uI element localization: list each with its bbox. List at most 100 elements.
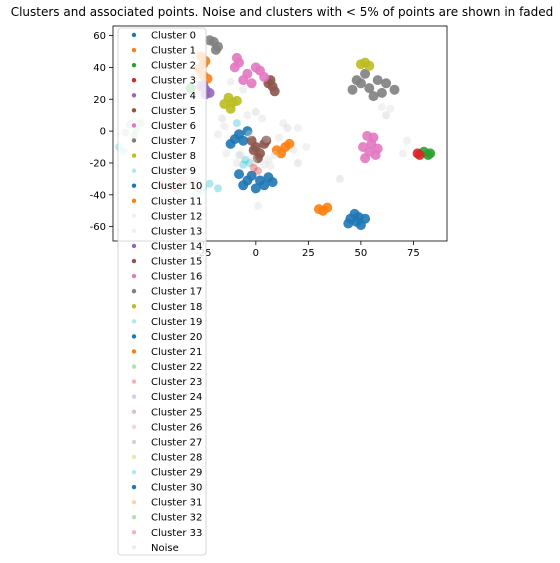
series-7-point-7 <box>347 84 358 95</box>
legend-box <box>117 27 207 556</box>
series-11-point-6 <box>313 204 324 215</box>
legend-marker-18 <box>131 304 137 309</box>
legend-label-26: Cluster 26 <box>151 422 202 433</box>
series-19-point-3 <box>214 184 222 193</box>
legend-marker-26 <box>131 424 137 430</box>
legend-marker-4 <box>131 93 137 98</box>
series-13-point-1 <box>249 159 258 167</box>
series-3-point-1 <box>414 150 425 160</box>
series-7-point-6 <box>372 75 383 86</box>
legend-label-11: Cluster 11 <box>151 196 202 207</box>
series-12-point-13 <box>220 122 229 131</box>
series-34-point-4 <box>218 114 227 123</box>
legend-label-24: Cluster 24 <box>151 392 202 403</box>
series-12-point-10 <box>386 104 395 113</box>
series-10-point-2 <box>225 138 236 149</box>
x-tick-label-2: 25 <box>302 248 315 259</box>
legend-label-2: Cluster 2 <box>151 61 196 72</box>
series-13-point-2 <box>266 162 275 171</box>
series-33-point-0 <box>249 163 258 172</box>
plot-border <box>112 25 448 242</box>
series-12-point-7 <box>279 119 288 128</box>
legend-label-21: Cluster 21 <box>151 347 202 358</box>
series-33-point-1 <box>253 166 262 175</box>
series-13-point-4 <box>222 149 231 158</box>
series-12-point-0 <box>226 77 235 86</box>
legend-marker-13 <box>131 228 137 234</box>
series-5-point-10 <box>252 153 263 164</box>
legend-label-5: Cluster 5 <box>151 106 196 117</box>
legend-label-33: Cluster 33 <box>151 528 202 539</box>
series-8-point-7 <box>355 59 366 70</box>
series-7-point-10 <box>360 68 371 79</box>
series-7-point-3 <box>210 44 221 55</box>
legend-marker-16 <box>131 273 137 279</box>
legend-marker-25 <box>131 409 137 414</box>
series-6-point-15 <box>362 130 373 141</box>
legend-marker-7 <box>131 138 137 143</box>
legend-marker-27 <box>131 439 137 445</box>
y-axis: -60 -40 -20 0 20 40 60 <box>90 31 113 233</box>
series-5-point-2 <box>269 86 280 97</box>
legend-label-30: Cluster 30 <box>151 483 202 494</box>
series-5-point-9 <box>261 135 272 146</box>
legend-marker-5 <box>131 108 137 113</box>
series-9-point-3 <box>239 160 248 169</box>
legend-marker-19 <box>131 319 137 324</box>
series-7-point-9 <box>389 84 400 95</box>
y-tick-label-4: 20 <box>93 95 106 106</box>
legend-marker-22 <box>131 364 137 369</box>
series-13-point-6 <box>214 130 222 139</box>
series-12-point-1 <box>239 85 248 94</box>
legend-label-6: Cluster 6 <box>151 121 196 132</box>
series-6-point-5 <box>238 75 249 86</box>
legend-label-23: Cluster 23 <box>151 377 202 388</box>
series-9-point-0 <box>232 119 241 128</box>
series-12-point-16 <box>274 133 283 142</box>
legend-marker-32 <box>131 515 137 520</box>
legend-marker-33 <box>131 530 137 535</box>
series-8-point-3 <box>231 95 242 106</box>
legend-marker-34 <box>131 545 137 550</box>
legend-marker-6 <box>131 123 137 128</box>
legend-marker-24 <box>131 394 137 399</box>
series-13-point-0 <box>247 154 256 163</box>
legend-marker-29 <box>131 469 137 475</box>
series-34-point-2 <box>283 123 292 132</box>
chart-title: Clusters and associated points. Noise an… <box>11 5 554 19</box>
series-12-point-11 <box>403 136 412 145</box>
series-5-point-5 <box>246 135 257 146</box>
series-7-point-12 <box>351 75 362 86</box>
series-6-point-16 <box>370 150 381 160</box>
legend-label-28: Cluster 28 <box>151 452 202 463</box>
series-12-point-14 <box>243 111 252 120</box>
series-13-point-7 <box>293 123 302 132</box>
y-tick-label-0: -60 <box>90 222 106 233</box>
legend-marker-11 <box>131 198 137 203</box>
series-34-point-5 <box>293 159 302 167</box>
legend-label-14: Cluster 14 <box>151 241 202 252</box>
series-10-point-11 <box>259 180 270 191</box>
y-tick-label-2: -20 <box>90 158 106 169</box>
series-34-point-0 <box>235 151 243 159</box>
legend-marker-3 <box>131 78 137 83</box>
series-5-point-8 <box>248 145 259 156</box>
series-12-point-4 <box>232 159 241 167</box>
legend-label-29: Cluster 29 <box>151 468 202 479</box>
series-6-point-6 <box>231 52 242 63</box>
legend-marker-2 <box>131 62 137 68</box>
series-13-point-5 <box>258 114 267 123</box>
legend-label-22: Cluster 22 <box>151 362 202 373</box>
series-2-point-3 <box>423 150 434 160</box>
legend-marker-28 <box>131 454 137 460</box>
legend-marker-10 <box>131 183 137 188</box>
series-7-point-13 <box>381 78 392 89</box>
legend-label-27: Cluster 27 <box>151 437 202 448</box>
series-7-point-5 <box>364 83 375 94</box>
series-20-point-6 <box>353 212 364 223</box>
legend-label-10: Cluster 10 <box>151 181 202 192</box>
series-10-point-12 <box>267 177 278 188</box>
series-12-point-17 <box>302 143 311 151</box>
series-7-point-8 <box>376 87 387 98</box>
